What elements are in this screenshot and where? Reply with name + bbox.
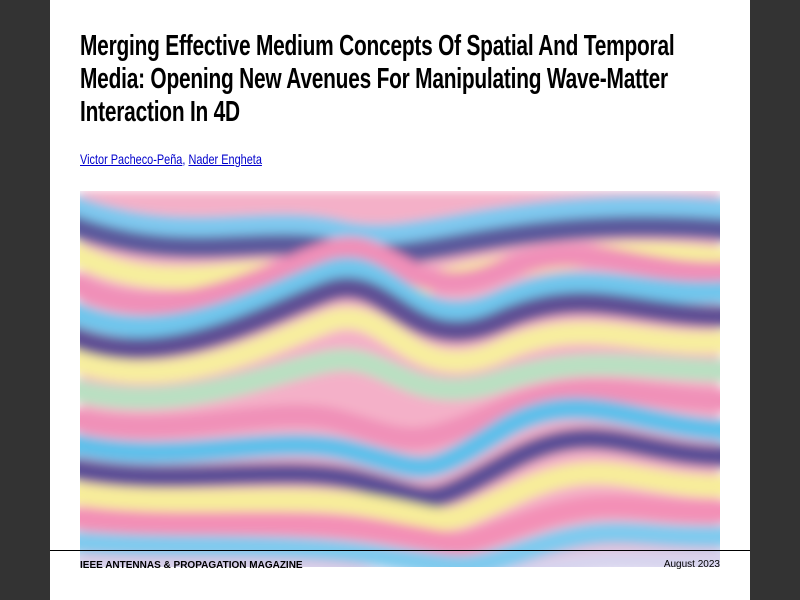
hero-image	[80, 191, 720, 567]
author-list: Victor Pacheco-Peña, Nader Engheta	[80, 151, 548, 167]
author-link[interactable]: Nader Engheta	[188, 151, 262, 167]
footer-rule	[50, 550, 750, 551]
author-link[interactable]: Victor Pacheco-Peña	[80, 151, 183, 167]
article-title: Merging Effective Medium Concepts Of Spa…	[80, 30, 675, 128]
publication-name: IEEE ANTENNAS & PROPAGATION MAGAZINE	[80, 560, 303, 571]
separator: ,	[182, 151, 186, 167]
issue-date: August 2023	[663, 559, 720, 570]
page: Merging Effective Medium Concepts Of Spa…	[50, 0, 750, 600]
